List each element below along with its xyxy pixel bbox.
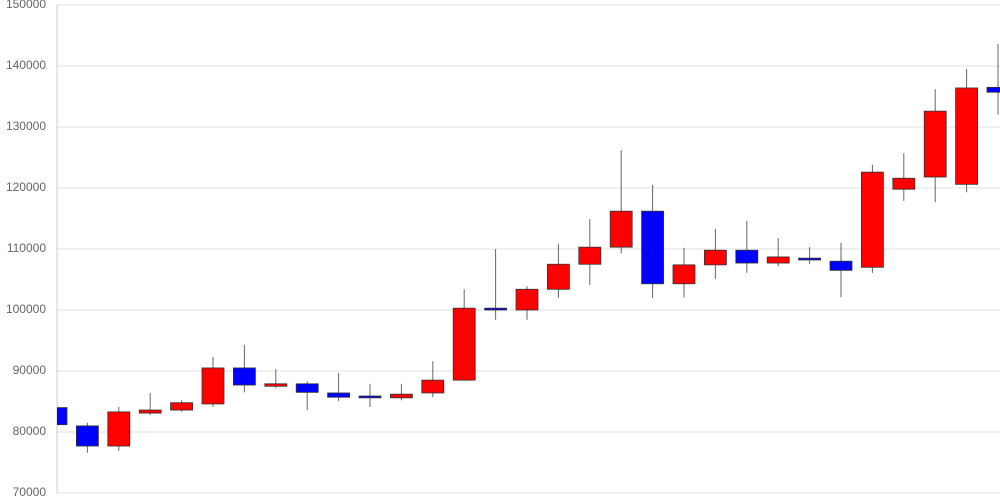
- candle-body: [327, 392, 351, 398]
- candle-body: [57, 407, 68, 426]
- candle-body: [672, 264, 696, 285]
- candle-body: [609, 210, 633, 248]
- candle-body: [986, 86, 1000, 93]
- candle-body: [641, 210, 664, 285]
- candle-body: [515, 288, 539, 311]
- y-tick-label: 80000: [13, 424, 47, 438]
- candle-body: [861, 171, 884, 268]
- candle-body: [358, 395, 382, 399]
- candle-body: [232, 367, 256, 386]
- candle-body: [201, 367, 225, 405]
- y-tick-label: 130000: [6, 119, 46, 133]
- y-tick-label: 90000: [13, 363, 47, 377]
- candle-body: [170, 402, 194, 411]
- y-tick-label: 110000: [7, 241, 46, 255]
- candle-body: [76, 425, 99, 447]
- candle-body: [107, 411, 131, 447]
- candle-body: [923, 110, 947, 178]
- candle-body: [547, 263, 570, 290]
- candle-body: [452, 307, 476, 381]
- candle-body: [892, 177, 916, 190]
- candle-body: [766, 256, 790, 264]
- y-tick-label: 120000: [6, 180, 46, 194]
- candle-body: [955, 87, 978, 185]
- candle-body: [484, 307, 508, 311]
- candle-body: [138, 409, 162, 414]
- y-tick-label: 150000: [6, 0, 46, 11]
- candle-body: [421, 379, 445, 394]
- candle-body: [829, 260, 853, 271]
- candle-body: [578, 246, 602, 265]
- candle-body: [798, 257, 821, 261]
- candle-body: [264, 383, 288, 387]
- y-tick-label: 140000: [6, 58, 46, 72]
- candle-body: [735, 249, 759, 264]
- candle-body: [389, 393, 413, 399]
- y-tick-label: 70000: [13, 485, 47, 499]
- candle-body: [704, 249, 727, 266]
- candle-body: [295, 383, 319, 393]
- y-tick-label: 100000: [6, 302, 46, 316]
